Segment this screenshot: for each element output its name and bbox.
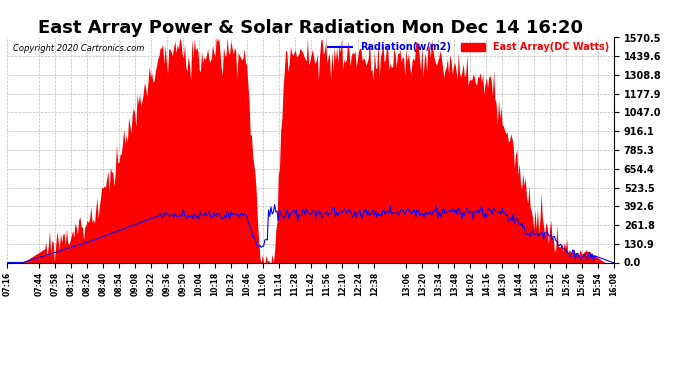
Text: Copyright 2020 Cartronics.com: Copyright 2020 Cartronics.com (13, 44, 144, 53)
Title: East Array Power & Solar Radiation Mon Dec 14 16:20: East Array Power & Solar Radiation Mon D… (38, 20, 583, 38)
Legend: Radiation(w/m2), East Array(DC Watts): Radiation(w/m2), East Array(DC Watts) (328, 42, 609, 52)
